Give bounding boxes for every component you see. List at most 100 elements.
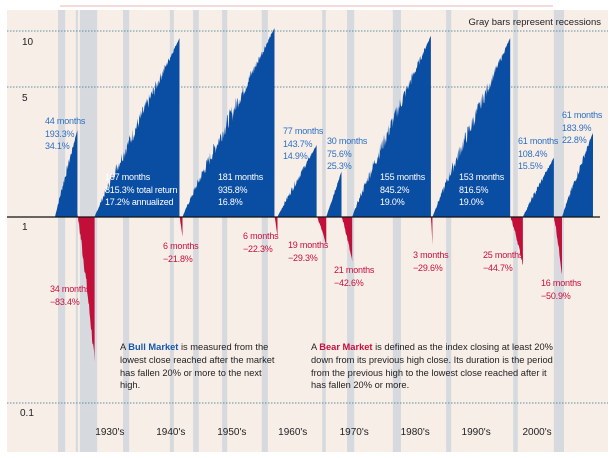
market-areas — [55, 28, 593, 363]
duration-label: 153 months — [459, 172, 505, 182]
return-label: 143.7% — [283, 138, 313, 149]
bear-market-area — [510, 216, 523, 265]
bear-market-area — [341, 217, 353, 262]
bull-market-area — [277, 145, 317, 217]
return-label: −29.6% — [413, 262, 443, 273]
duration-label: 155 months — [380, 172, 426, 182]
annualized-label: 17.2% annualized — [105, 197, 174, 207]
return-label: −44.7% — [483, 262, 513, 273]
duration-label: 77 months — [283, 126, 324, 136]
return-label: −42.6% — [334, 277, 364, 288]
bear-market-label: 3 months −29.6% — [413, 249, 449, 274]
decade-label: 1930's — [95, 427, 125, 438]
decade-label: 2000's — [522, 427, 552, 438]
y-tick-1: 1 — [22, 222, 28, 233]
return-label: 815.3% total return — [105, 184, 178, 195]
recession-bar — [58, 10, 66, 452]
bull-market-area — [55, 130, 78, 217]
duration-label: 3 months — [413, 250, 449, 260]
return-label: 183.9% — [562, 122, 592, 133]
recession-bar — [123, 10, 130, 452]
bear-market-area — [430, 217, 433, 246]
return-label: 75.6% — [327, 148, 352, 159]
duration-label: 44 months — [45, 116, 86, 126]
bear-market-area — [316, 217, 327, 245]
bull-market-area — [94, 38, 180, 217]
duration-label: 19 months — [288, 240, 329, 250]
bear-market-label: 21 months −42.6% — [334, 264, 374, 289]
return-label: 845.2% — [380, 184, 410, 195]
recession-note: Gray bars represent recessions — [468, 17, 601, 28]
y-tick-10: 10 — [22, 37, 34, 48]
duration-label: 6 months — [243, 231, 279, 241]
bull-term: Bull Market — [128, 342, 179, 352]
return-label: 935.8% — [218, 184, 248, 195]
duration-label: 181 months — [218, 172, 264, 182]
decade-label: 1990's — [461, 427, 491, 438]
recession-bar — [193, 10, 199, 452]
duration-label: 25 months — [483, 250, 524, 260]
bull-market-area — [182, 28, 275, 218]
bear-market-label: 34 months −83.4% — [50, 283, 90, 308]
bear-market-area — [274, 217, 278, 238]
annualized-label: 16.8% — [218, 197, 243, 207]
bull-market-label: 167 months 815.3% total return 17.2% annua… — [105, 171, 177, 209]
bull-market-label: 61 months 183.9% 22.8% — [562, 109, 602, 147]
return-label: −21.8% — [163, 253, 193, 264]
bull-definition: A Bull Market is measured from the lowes… — [120, 341, 280, 392]
return-label: 816.5% — [459, 184, 489, 195]
duration-label: 6 months — [163, 241, 199, 251]
bull-market-label: 181 months 935.8% 16.8% — [218, 171, 263, 209]
bull-market-area — [522, 157, 554, 217]
duration-label: 167 months — [105, 172, 151, 182]
gridlines — [7, 30, 608, 404]
recession-bar — [75, 10, 78, 452]
return-label: 193.3% — [45, 128, 75, 139]
bull-market-label: 77 months 143.7% 14.9% — [283, 125, 323, 163]
annualized-label: 22.8% — [562, 135, 587, 145]
bear-market-label: 16 months −50.9% — [541, 277, 581, 302]
bear-market-label: 19 months −29.3% — [288, 239, 328, 264]
return-label: −29.3% — [288, 252, 318, 263]
bull-market-area — [352, 35, 431, 217]
y-tick-5: 5 — [22, 93, 28, 104]
recession-bar — [169, 10, 174, 452]
bull-def-prefix: A — [120, 342, 129, 352]
annualized-label: 34.1% — [45, 141, 70, 151]
annualized-label: 19.0% — [380, 197, 405, 207]
recession-bar — [446, 10, 452, 452]
annualized-label: 15.5% — [518, 161, 543, 171]
annualized-label: 14.9% — [283, 151, 308, 161]
decade-label: 1970's — [339, 427, 369, 438]
bull-market-area — [561, 132, 593, 217]
annualized-label: 25.3% — [327, 161, 352, 171]
return-label: −83.4% — [50, 296, 80, 307]
bull-market-label: 155 months 845.2% 19.0% — [380, 171, 425, 209]
recession-bar — [222, 10, 228, 452]
bear-market-label: 6 months −21.8% — [163, 240, 199, 265]
return-label: 108.4% — [518, 148, 548, 159]
bull-market-label: 30 months 75.6% 25.3% — [327, 135, 367, 173]
y-tick-0-1: 0.1 — [20, 408, 34, 419]
bear-def-prefix: A — [311, 342, 320, 352]
bear-market-label: 25 months −44.7% — [483, 249, 523, 274]
return-label: −50.9% — [541, 290, 571, 301]
duration-label: 34 months — [50, 284, 91, 294]
bear-market-area — [553, 217, 562, 275]
return-label: −22.3% — [243, 243, 273, 254]
duration-label: 16 months — [541, 278, 582, 288]
bull-market-label: 153 months 816.5% 19.0% — [459, 171, 504, 209]
decade-label: 1980's — [400, 427, 430, 438]
bear-market-label: 6 months −22.3% — [243, 230, 279, 255]
duration-label: 30 months — [327, 136, 368, 146]
bull-market-area — [432, 38, 511, 217]
decade-label: 1940's — [156, 427, 186, 438]
duration-label: 61 months — [518, 136, 559, 146]
bear-market-area — [179, 217, 183, 237]
bull-def-text: is measured from the lowest close reache… — [120, 342, 275, 391]
annualized-label: 19.0% — [459, 197, 484, 207]
duration-label: 61 months — [562, 110, 603, 120]
bear-def-text: is defined as the index closing at least… — [311, 342, 553, 391]
recession-bar — [392, 10, 401, 452]
